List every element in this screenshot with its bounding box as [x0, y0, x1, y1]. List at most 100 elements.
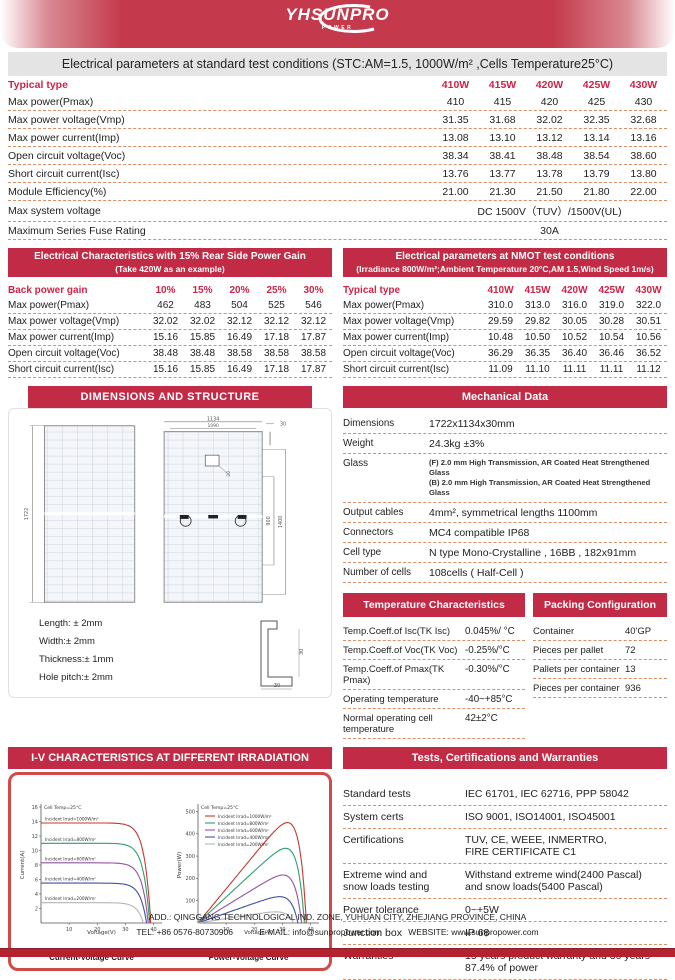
svg-text:Current(A): Current(A): [20, 851, 26, 880]
spec-cell: 22.00: [630, 185, 657, 198]
spec-cell: 38.58: [300, 348, 327, 360]
spec-row-label: Module Efficiency(%): [8, 185, 107, 198]
spec-cell: 32.12: [263, 316, 290, 328]
table-row: Open circuit voltage(Voc) 36.29 36.35 36.40…: [343, 346, 667, 363]
spec-cell: 11.11: [562, 364, 587, 376]
kv-value: -0.30%/°C: [465, 663, 510, 675]
spec-cell: 32.35: [583, 113, 610, 126]
spec-cell: 17.87: [300, 332, 327, 344]
kv-label: System certs: [343, 811, 404, 824]
iv-section-header: I-V CHARACTERISTICS AT DIFFERENT IRRADIA…: [8, 747, 332, 770]
spec-cell: 32.12: [226, 316, 253, 328]
current-voltage-chart: 10 20 30 40 2 4 6 8 10 12 14 16 Voltage(V) Current(A)…: [20, 804, 162, 936]
svg-text:2: 2: [34, 906, 37, 912]
frame-profile-drawing: 30 30: [260, 620, 305, 690]
table-row: Temp.Coeff.of Voc(TK Voc) -0.25%/°C: [343, 641, 525, 661]
spec-cell: 16.49: [226, 364, 253, 376]
svg-text:Voltage(V): Voltage(V): [244, 930, 273, 936]
table-row: Cell type N type Mono-Crystalline , 16BB …: [343, 543, 667, 564]
spec-cell: 11.12: [636, 364, 661, 376]
spec-cell: 17.18: [263, 332, 290, 344]
tests-header: Tests, Certifications and Warranties: [343, 747, 667, 770]
spec-cell: 462: [157, 300, 174, 312]
table-row: Junction box IP 68: [343, 922, 667, 946]
kv-value: MC4 compatible IP68: [429, 526, 530, 539]
spec-row-label: Max power(Pmax): [8, 95, 94, 108]
kv-value: IP 68: [465, 927, 490, 940]
table-row: Open circuit voltage(Voc) 38.48 38.48 38.58…: [8, 346, 332, 363]
spec-cell: 430: [634, 95, 653, 108]
table-row: Module Efficiency(%) 21.00 21.30 21.50 21.80…: [8, 183, 667, 201]
table-row: Max system voltage DC 1500V（TUV）/1500V(UL…: [8, 201, 667, 222]
spec-cell: 10.52: [561, 332, 588, 344]
nmot-table: Typical type 410W 415W 420W 425W 430W Max powe…: [343, 283, 667, 379]
spec-cell: 30.05: [561, 316, 588, 328]
table-row: Normal operating cell temperature 42±2°C: [343, 709, 525, 740]
kv-value: 24.3kg ±3%: [429, 437, 485, 450]
spec-column-header: 425W: [598, 285, 625, 297]
spec-cell: 10.56: [635, 332, 662, 344]
spec-header-row: Typical type 410W 415W 420W 425W 430W: [343, 283, 667, 298]
spec-cell: 38.48: [152, 348, 179, 360]
kv-value: -0.25%/°C: [465, 644, 510, 656]
spec-cell: 38.58: [263, 348, 290, 360]
svg-text:Incident Irrad=800W/m²: Incident Irrad=800W/m²: [45, 837, 96, 842]
svg-text:Cell Temp=25°C: Cell Temp=25°C: [201, 805, 239, 811]
table-row: System certs ISO 9001, ISO14001, ISO45001: [343, 806, 667, 830]
spec-cell: 10.54: [598, 332, 625, 344]
spec-cell: 11.10: [525, 364, 550, 376]
kv-value: TUV, CE, WEEE, INMERTRO, FIRE CERTIFICATE…: [465, 834, 607, 859]
kv-label: Weight: [343, 437, 374, 449]
kv-value: -40~+85°C: [465, 693, 513, 705]
spec-cell: 313.0: [524, 300, 551, 312]
kv-value: 42±2°C: [465, 712, 498, 724]
spec-cell: 30.51: [635, 316, 662, 328]
spec-cell: 504: [231, 300, 248, 312]
svg-text:8: 8: [34, 863, 37, 869]
spec-cell: 30.28: [598, 316, 625, 328]
spec-row-label: Open circuit voltage(Voc): [8, 149, 126, 162]
spec-column-header: 410W: [487, 285, 514, 297]
svg-text:20: 20: [251, 927, 257, 933]
spec-cell: 17.18: [263, 364, 290, 376]
table-row: Pallets per container 13: [533, 660, 667, 680]
dim-junction-box: 20: [226, 471, 232, 477]
brand-banner: YHSUNPRO POWER: [0, 0, 675, 48]
spec-cell: 525: [268, 300, 285, 312]
spec-cell: 36.40: [561, 348, 588, 360]
spec-cell: 10.48: [487, 332, 514, 344]
spec-cell: 410: [446, 95, 465, 108]
table-row: Short circuit current(Isc) 13.76 13.77 13.7…: [8, 165, 667, 183]
spec-cell: 36.35: [524, 348, 551, 360]
rear-gain-table: Back power gain 10% 15% 20% 25% 30% Max power(…: [8, 283, 332, 379]
brand-logo: YHSUNPRO POWER: [0, 4, 675, 33]
panel-drawing: 1722 1134 1090 30 20: [24, 416, 286, 603]
svg-text:40: 40: [150, 927, 156, 933]
spec-cell: 13.14: [583, 131, 610, 144]
logo-swoosh-icon: [318, 4, 374, 33]
spec-cell: 36.46: [598, 348, 625, 360]
dim-panel-height: 1722: [24, 508, 30, 520]
svg-text:Power(W): Power(W): [177, 852, 183, 878]
table-row: Container 40'GP: [533, 622, 667, 642]
mechanical-table: Dimensions 1722x1134x30mm Weight 24.3kg ±3%…: [343, 414, 667, 584]
spec-cell: 13.08: [442, 131, 469, 144]
spec-cell: 10.50: [524, 332, 551, 344]
spec-cell: 32.02: [536, 113, 563, 126]
kv-label: Temp.Coeff.of Isc(TK Isc): [343, 625, 450, 637]
packing-table: Container 40'GP Pieces per pallet 72 Pallets…: [533, 622, 667, 739]
svg-text:12: 12: [31, 834, 37, 840]
svg-text:Incident Irrad=1000W/m²: Incident Irrad=1000W/m²: [45, 817, 99, 822]
spec-row-label: Max power current(Imp): [8, 131, 120, 144]
kv-label: Container: [533, 625, 575, 637]
svg-text:500: 500: [185, 809, 195, 815]
footer-tel: TEL: +86 0576-80730906: [136, 926, 233, 937]
svg-text:100: 100: [185, 899, 195, 905]
spec-column-header: 425W: [582, 78, 611, 91]
temperature-header: Temperature Characteristics: [343, 593, 525, 618]
nmot-subtitle: (Irradiance 800W/m²;Ambient Temperature …: [356, 263, 654, 274]
table-row: Short circuit current(Isc) 11.09 11.10 11.1…: [343, 362, 667, 379]
stc-table: Typical type 410W 415W 420W 425W 430W Max powe…: [8, 76, 667, 240]
kv-label: Pieces per container: [533, 682, 620, 694]
svg-text:Incident Irrad=600W/m²: Incident Irrad=600W/m²: [45, 856, 96, 861]
